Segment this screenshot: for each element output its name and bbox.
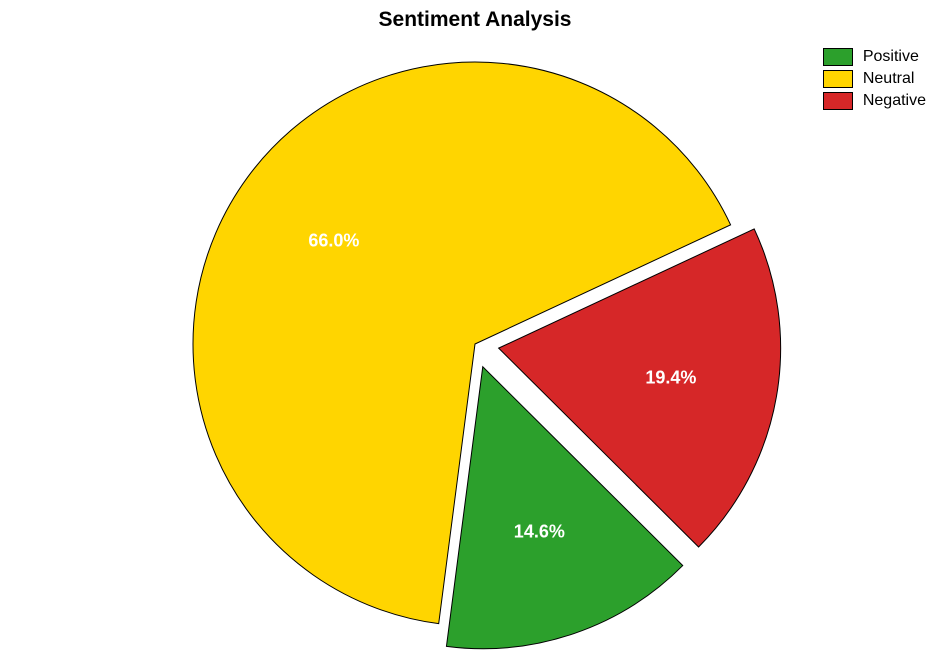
- pie-chart: 19.4% 14.6% 66.0%: [0, 0, 950, 662]
- pie-label-negative: 19.4%: [645, 368, 696, 389]
- chart-container: Sentiment Analysis PositiveNeutralNegati…: [0, 0, 950, 662]
- pie-label-positive: 14.6%: [514, 522, 565, 543]
- pie-label-neutral: 66.0%: [308, 230, 359, 251]
